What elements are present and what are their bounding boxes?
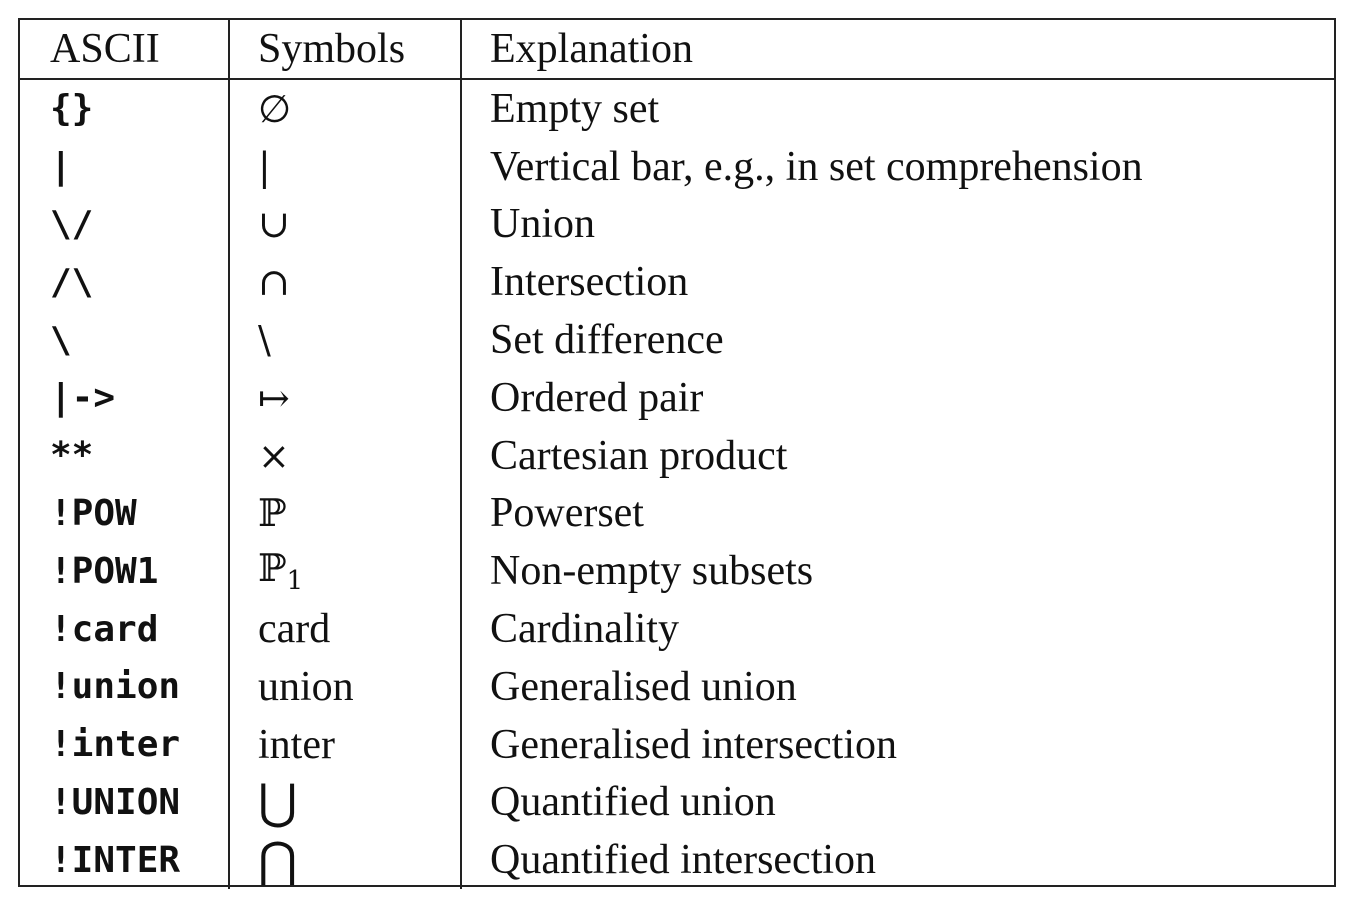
symbol-cell: ⋂ <box>229 831 462 890</box>
ascii-cell: {} <box>20 79 230 138</box>
symbol-cell: ⋃ <box>229 773 462 832</box>
table-row: \/ ∪ Union <box>20 195 1334 254</box>
table-row: !union union Generalised union <box>20 657 1334 716</box>
ascii-cell: !card <box>20 600 230 658</box>
explanation-cell: Empty set <box>490 85 660 132</box>
ascii-cell: \ <box>20 311 230 369</box>
header-symbols: Symbols <box>229 20 462 80</box>
explanation-cell: Vertical bar, e.g., in set comprehension <box>490 143 1143 190</box>
symbols-table-frame: ASCII Symbols Explanation {} ∅ Empty set… <box>18 18 1336 890</box>
ascii-cell: !UNION <box>20 773 230 832</box>
symbol-cell: union <box>229 657 462 716</box>
table-row: !inter inter Generalised intersection <box>20 715 1334 774</box>
explanation-cell: Set difference <box>490 317 724 364</box>
explanation-cell: Ordered pair <box>490 374 704 421</box>
symbol-cell: card <box>229 600 462 658</box>
symbol-glyph: ℙ <box>258 491 287 536</box>
symbol-cell: | <box>229 137 462 196</box>
table-row: |-> ↦ Ordered pair <box>20 368 1334 427</box>
symbol-cell: ↦ <box>229 368 462 427</box>
symbol-glyph: ∩ <box>258 260 290 305</box>
explanation-cell: Cartesian product <box>490 432 788 479</box>
symbol-glyph: ℙ <box>258 546 287 591</box>
table-row: !POW ℙ Powerset <box>20 484 1334 543</box>
header-row: ASCII Symbols Explanation <box>20 20 1334 80</box>
ascii-cell: /\ <box>20 253 230 312</box>
symbol-cell: ℙ <box>229 484 462 543</box>
ascii-cell: |-> <box>20 368 230 427</box>
table-row: {} ∅ Empty set <box>20 79 1334 138</box>
symbol-glyph: inter <box>258 721 335 768</box>
table-row: \ \ Set difference <box>20 311 1334 369</box>
table-row: | | Vertical bar, e.g., in set comprehen… <box>20 137 1334 196</box>
symbol-glyph: union <box>258 663 354 710</box>
symbol-glyph: ∅ <box>258 86 292 131</box>
symbol-cell: × <box>229 426 462 485</box>
symbol-glyph: ⋂ <box>258 832 298 889</box>
symbol-glyph: × <box>258 433 290 478</box>
explanation-cell: Cardinality <box>490 606 679 653</box>
symbol-glyph: ∪ <box>258 202 290 247</box>
ascii-cell: !inter <box>20 715 230 774</box>
symbol-cell: ℙ1 <box>229 542 462 601</box>
explanation-cell: Union <box>490 201 595 248</box>
ascii-cell: !INTER <box>20 831 230 890</box>
explanation-cell: Quantified intersection <box>490 837 877 884</box>
table-row: !POW1 ℙ1 Non-empty subsets <box>20 542 1334 601</box>
explanation-cell: Quantified union <box>490 779 776 826</box>
table-row: !UNION ⋃ Quantified union <box>20 773 1334 832</box>
table-row: !INTER ⋂ Quantified intersection <box>20 831 1334 890</box>
symbols-table: ASCII Symbols Explanation {} ∅ Empty set… <box>20 20 1334 890</box>
explanation-cell: Intersection <box>490 259 689 306</box>
symbol-cell: ∪ <box>229 195 462 254</box>
header-explanation: Explanation <box>461 20 1334 80</box>
symbol-glyph: \ <box>258 318 271 363</box>
table-row: ** × Cartesian product <box>20 426 1334 485</box>
symbol-glyph: card <box>258 606 331 653</box>
symbol-glyph: ⋃ <box>258 774 298 831</box>
ascii-cell: \/ <box>20 195 230 254</box>
header-ascii: ASCII <box>20 20 230 80</box>
ascii-cell: !union <box>20 657 230 716</box>
symbol-cell: ∅ <box>229 79 462 138</box>
symbol-cell: inter <box>229 715 462 774</box>
ascii-cell: ** <box>20 426 230 485</box>
table-row: /\ ∩ Intersection <box>20 253 1334 312</box>
symbol-cell: \ <box>229 311 462 369</box>
symbol-subscript: 1 <box>286 566 304 597</box>
explanation-cell: Generalised intersection <box>490 721 897 768</box>
symbol-glyph: ↦ <box>258 375 290 420</box>
ascii-cell: !POW1 <box>20 542 230 601</box>
table-row: !card card Cardinality <box>20 600 1334 658</box>
ascii-cell: | <box>20 137 230 196</box>
explanation-cell: Non-empty subsets <box>490 548 814 595</box>
explanation-cell: Powerset <box>490 490 644 537</box>
explanation-cell: Generalised union <box>490 663 797 710</box>
symbol-glyph: | <box>258 144 271 189</box>
symbol-cell: ∩ <box>229 253 462 312</box>
ascii-cell: !POW <box>20 484 230 543</box>
